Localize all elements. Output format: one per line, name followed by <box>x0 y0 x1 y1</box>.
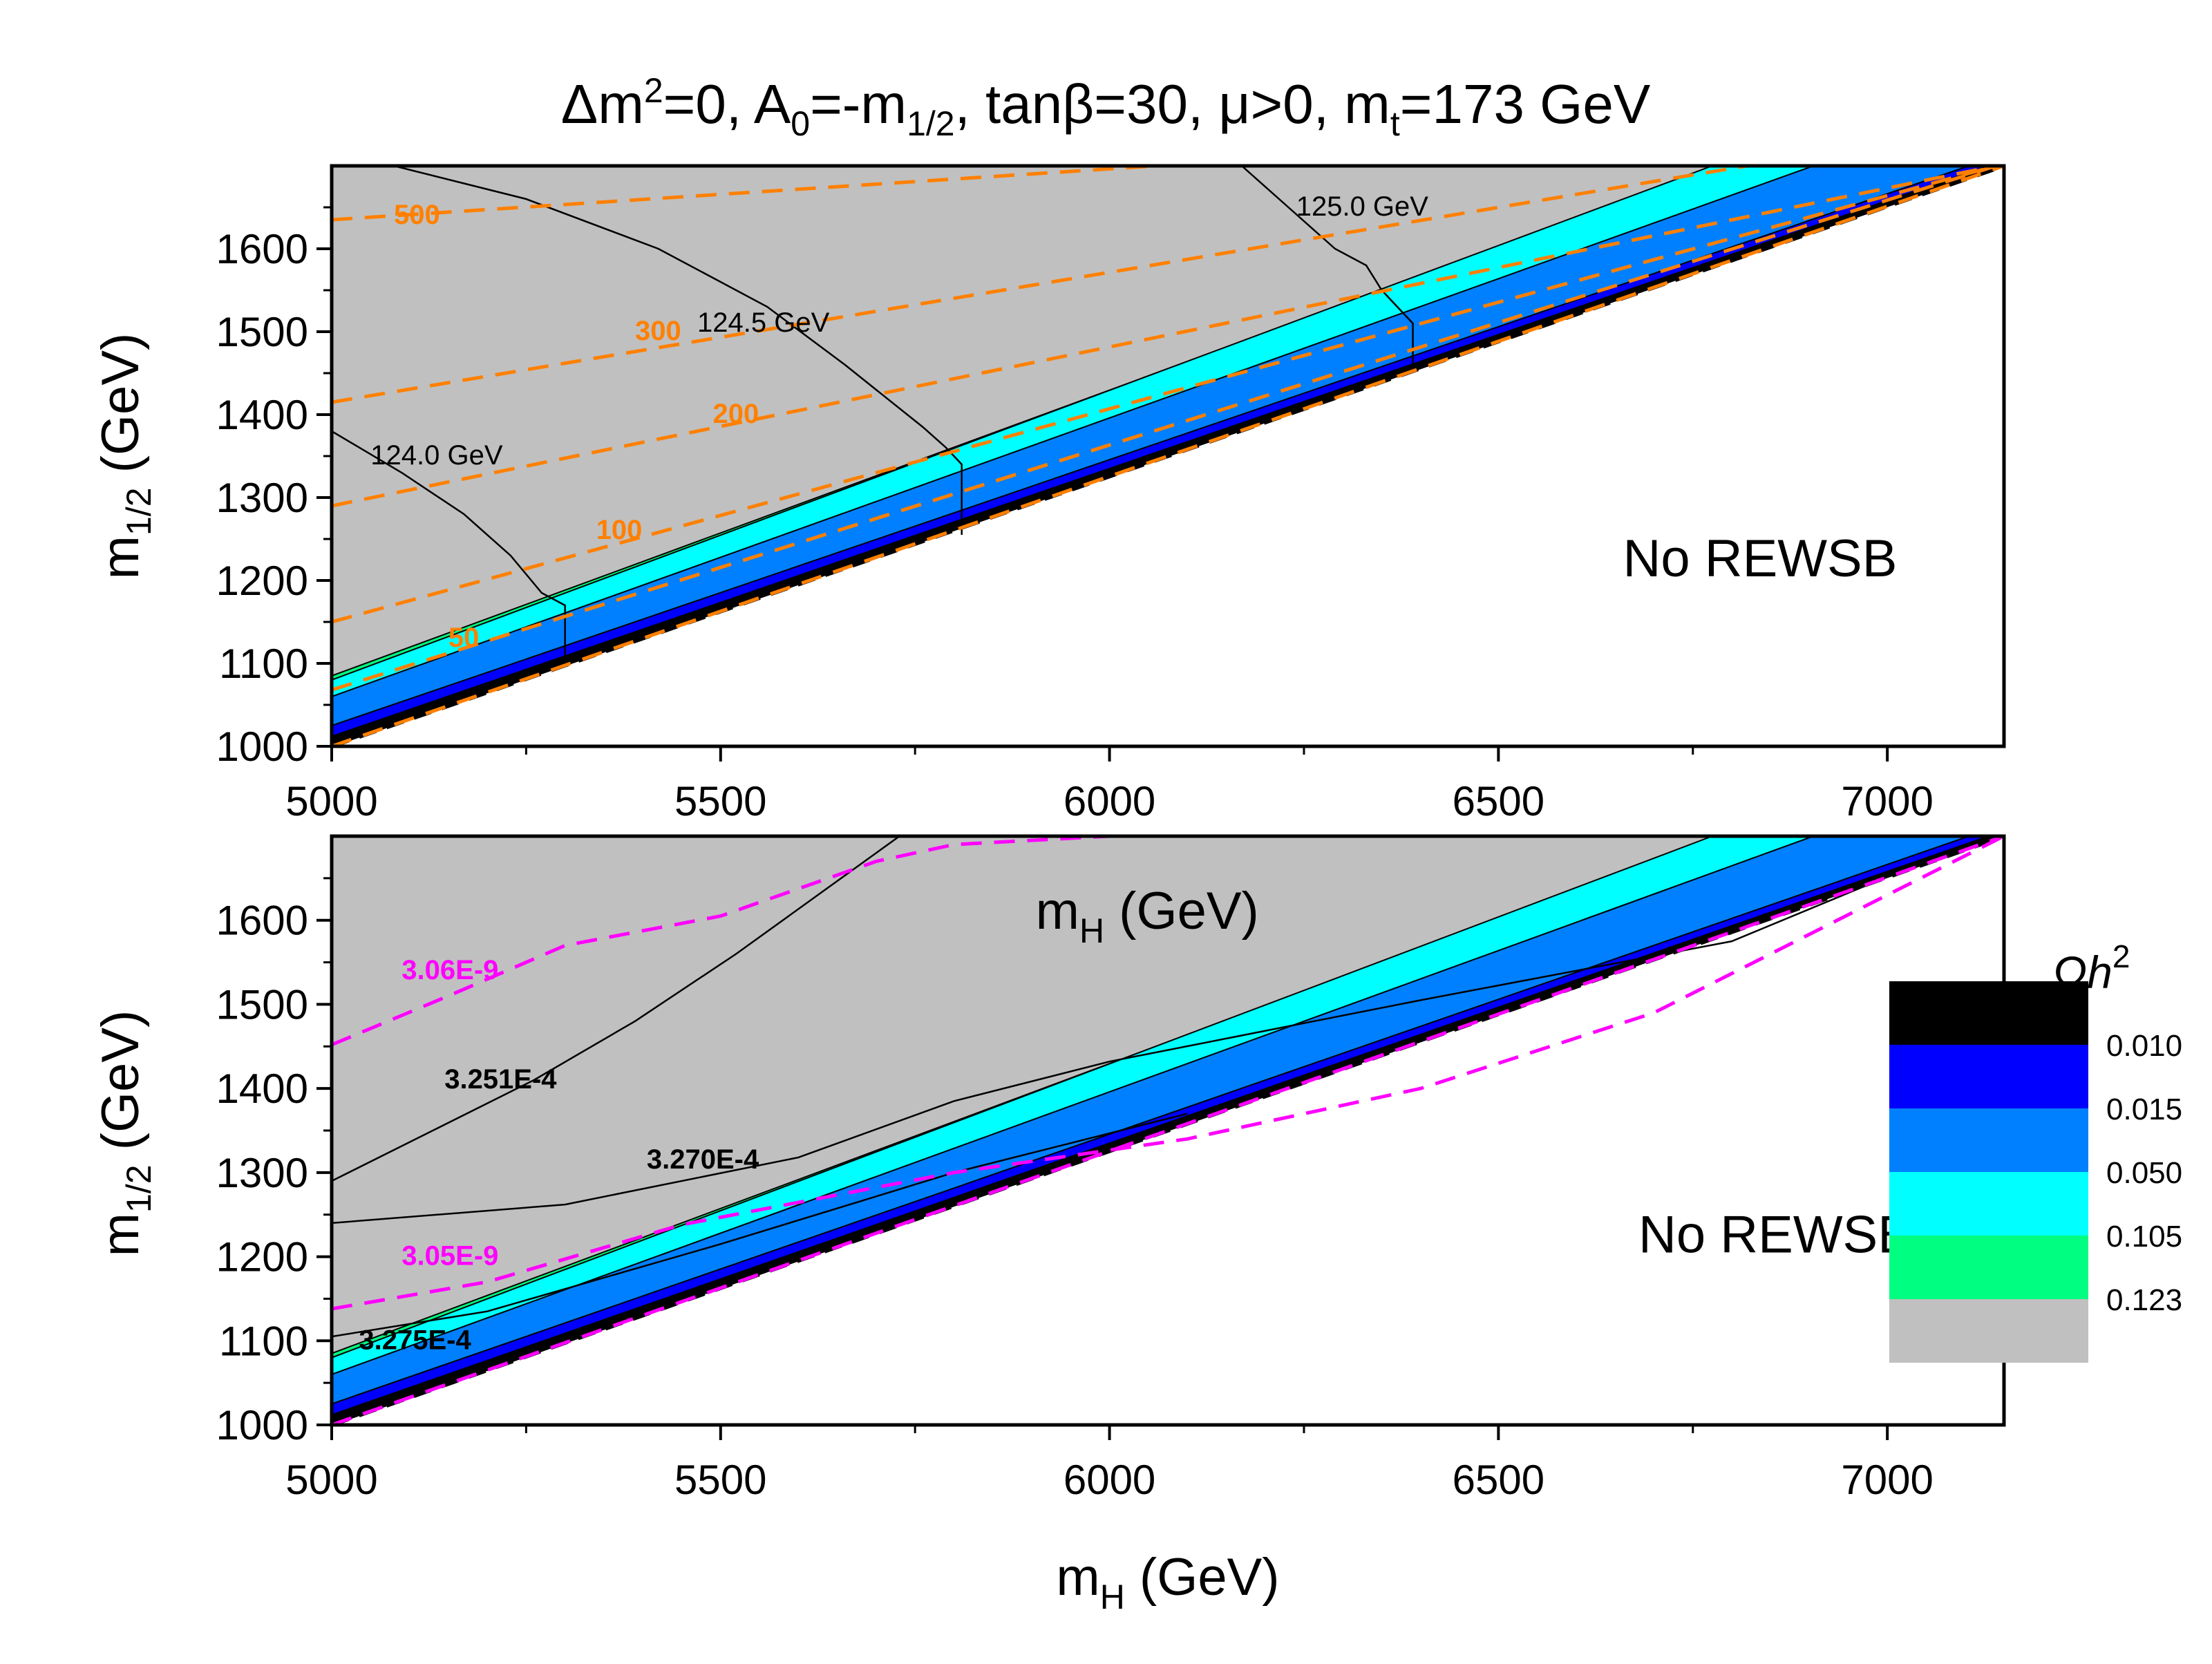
bot-y-tick-label: 1300 <box>216 1150 308 1196</box>
bottom-panel: 5000 5500 6000 6500 7000 1000 1100 1200 1300 1400… <box>216 834 2006 1503</box>
legend-swatch <box>1889 1108 2088 1172</box>
legend-swatch <box>1889 1299 2088 1363</box>
bot-y-tick-label: 1000 <box>216 1402 308 1448</box>
ewsb-boundary-line <box>332 836 2004 1425</box>
bottom-y-axis-title: m1/2 (GeV) <box>91 1010 158 1257</box>
legend-label: 0.105 <box>2106 1220 2182 1254</box>
top-panel: 5000 5500 6000 6500 7000 1000 1100 1200 1300 1400… <box>216 164 2006 824</box>
top-x-tick-label: 6500 <box>1453 778 1544 824</box>
top-y-tick-label: 1500 <box>216 309 308 355</box>
annotation-label: 100 <box>596 515 643 545</box>
bot-x-tick-label: 6500 <box>1453 1457 1544 1503</box>
black-contour-3-275E-4 <box>332 1113 1188 1338</box>
annotation-label: 3.270E-4 <box>647 1144 759 1175</box>
top-y-tick-label: 1100 <box>219 641 308 687</box>
bot-x-tick-label: 7000 <box>1841 1457 1933 1503</box>
legend-label: 0.123 <box>2106 1283 2182 1317</box>
chart-title: Δm2=0, A0=-m1/2, tanβ=30, μ>0, mt=173 Ge… <box>561 71 1651 143</box>
annotation-label: 500 <box>394 200 440 230</box>
higgs-contour-124-5-GeV <box>393 166 963 535</box>
bot-y-tick-label: 1400 <box>216 1066 308 1112</box>
legend-swatch <box>1889 981 2088 1045</box>
top-x-tick-label: 5500 <box>674 778 766 824</box>
higgs-contour-125-0-GeV <box>1241 166 1414 365</box>
orange-contour-200 <box>332 166 1997 508</box>
annotation-label: 124.0 GeV <box>370 440 503 471</box>
legend-swatch <box>1889 1045 2088 1108</box>
bot-y-tick-label: 1600 <box>216 898 308 944</box>
bot-y-tick-label: 1500 <box>216 981 308 1028</box>
ewsb-boundary-line <box>332 166 2004 746</box>
orange-contour-500 <box>332 166 1157 222</box>
annotation-label: 3.05E-9 <box>401 1241 498 1271</box>
legend-label: 0.050 <box>2106 1156 2182 1190</box>
magenta-contour-edge-2 <box>332 836 2004 1425</box>
bot-y-tick-label: 1100 <box>219 1318 308 1364</box>
annotation-label: 3.251E-4 <box>444 1064 557 1095</box>
bot-y-tick-label: 1200 <box>216 1234 308 1280</box>
bot-x-tick-label: 5500 <box>674 1457 766 1503</box>
annotation-label: mH (GeV) <box>1036 882 1259 950</box>
annotation-label: No REWSB <box>1638 1205 1913 1264</box>
legend-label: 0.010 <box>2106 1029 2182 1063</box>
top-x-tick-label: 6000 <box>1064 778 1155 824</box>
annotation-label: 124.5 GeV <box>697 308 830 338</box>
annotation-label: No REWSB <box>1623 529 1897 588</box>
higgs-contour-124-0-GeV <box>332 430 566 663</box>
annotation-label: 300 <box>635 316 681 346</box>
magenta-contour-3-06E-9 <box>332 836 1110 1047</box>
top-y-tick-label: 1600 <box>216 226 308 272</box>
black-contour-3-251E-4 <box>332 836 900 1182</box>
orange-contour-edge-5 <box>332 166 2004 746</box>
top-y-tick-label: 1200 <box>216 558 308 604</box>
annotation-label: 3.06E-9 <box>401 955 498 985</box>
legend-label: 0.015 <box>2106 1093 2182 1126</box>
bot-x-tick-label: 5000 <box>285 1457 377 1503</box>
top-y-tick-label: 1300 <box>216 475 308 521</box>
x-axis-title: mH (GeV) <box>1056 1548 1279 1616</box>
top-x-tick-label: 7000 <box>1841 778 1933 824</box>
top-y-tick-label: 1400 <box>216 392 308 438</box>
top-y-tick-label: 1000 <box>216 724 308 770</box>
orange-contour-100 <box>332 166 1997 624</box>
bot-x-tick-label: 6000 <box>1064 1457 1155 1503</box>
annotation-label: 3.275E-4 <box>359 1325 471 1355</box>
legend-swatch <box>1889 1236 2088 1299</box>
legend-swatch <box>1889 1172 2088 1236</box>
orange-contour-300 <box>332 166 1748 404</box>
top-x-tick-label: 5000 <box>285 778 377 824</box>
orange-contour-50 <box>332 166 1997 692</box>
annotation-label: 200 <box>713 399 759 429</box>
top-y-axis-title: m1/2 (GeV) <box>91 333 158 580</box>
annotation-label: 125.0 GeV <box>1296 191 1429 222</box>
annotation-label: 50 <box>448 623 480 653</box>
